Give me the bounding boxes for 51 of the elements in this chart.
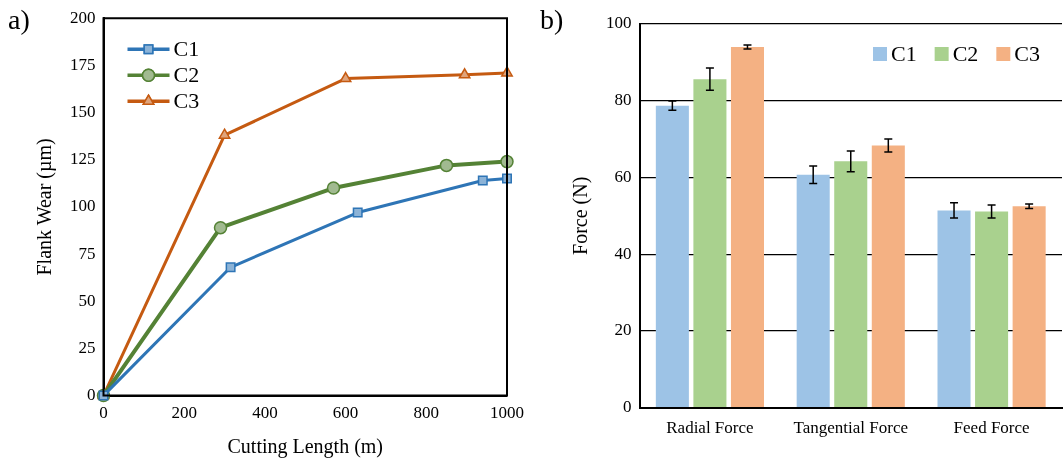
bar [1012,206,1046,407]
x-tick-label: 200 [171,403,197,423]
point [458,68,471,79]
bar [871,145,905,407]
y-tick-label: 100 [606,13,632,33]
x-axis-title: Cutting Length (m) [227,435,384,459]
point [352,207,363,218]
x-tick-label: Radial Force [666,418,754,438]
legend-label: C2 [173,61,200,87]
legend-label: C3 [173,87,200,113]
y-tick-label: 50 [78,290,96,310]
x-tick-label: 600 [332,403,359,423]
x-tick-label: Tangential Force [793,418,908,438]
y-tick-label: 0 [87,385,96,405]
y-tick-label: 40 [614,243,632,263]
point [225,262,236,273]
point [218,128,231,139]
legend-label: C3 [1014,40,1041,66]
y-axis-title: Flank Wear (µm) [33,138,57,276]
bar [796,174,830,407]
legend-label: C2 [952,40,979,66]
point [326,181,341,195]
legend-label: C1 [890,40,917,66]
y-axis-title: Force (N) [569,176,593,255]
point [439,158,454,173]
y-tick-label: 150 [70,102,96,122]
point [477,175,488,186]
x-tick-label: 400 [252,403,278,423]
y-tick-label: 175 [70,54,96,74]
y-tick-label: 20 [614,320,632,340]
bar [730,47,764,407]
legend-label: C1 [173,35,200,61]
x-tick-label: Feed Force [953,418,1030,438]
y-tick-label: 80 [614,90,632,110]
point [213,220,228,235]
y-tick-label: 125 [70,149,96,169]
bar [937,210,971,407]
y-tick-label: 100 [70,196,96,216]
bar [693,79,727,407]
x-tick-label: 1000 [490,403,524,423]
text: a) [8,4,30,36]
point [339,71,352,83]
y-tick-label: 75 [78,243,96,263]
bar [655,105,689,407]
text: b) [540,4,564,36]
bar [834,161,868,407]
y-tick-label: 25 [78,337,96,357]
bar [975,211,1009,407]
y-tick-label: 200 [70,7,96,27]
x-tick-label: 800 [413,403,440,423]
y-tick-label: 60 [614,166,632,186]
